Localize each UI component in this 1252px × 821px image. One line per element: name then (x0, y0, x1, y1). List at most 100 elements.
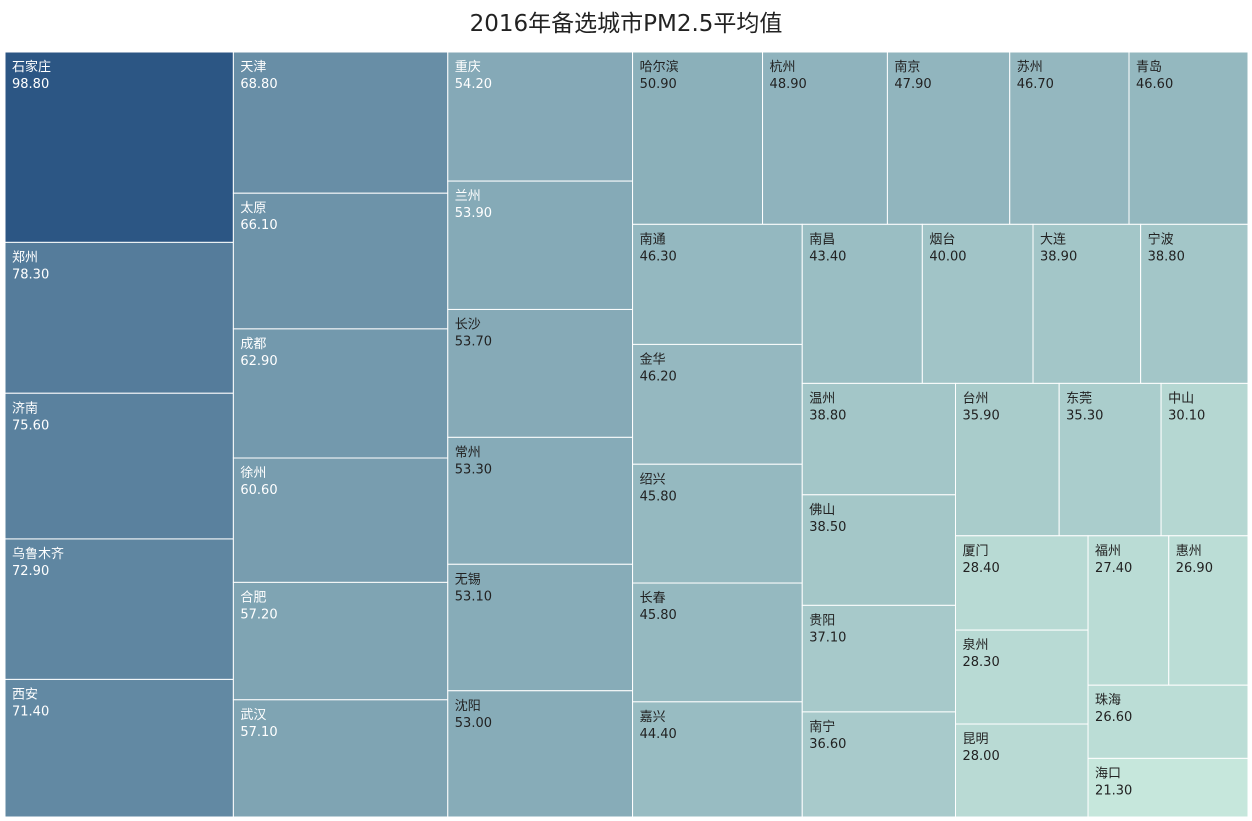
treemap-rect (232, 457, 449, 583)
cell-name-label: 昆明 (963, 732, 989, 747)
cell-value-label: 53.90 (455, 206, 492, 221)
treemap-cell: 厦门 28.40 (955, 535, 1089, 631)
cell-value-label: 38.50 (809, 520, 846, 535)
treemap-cell: 合肥 57.20 (232, 581, 449, 701)
cell-value-label: 71.40 (12, 704, 49, 719)
treemap-cell: 南昌 43.40 (801, 223, 923, 384)
cell-name-label: 济南 (12, 400, 38, 416)
cell-name-label: 南昌 (809, 231, 835, 247)
cell-value-label: 78.30 (12, 267, 49, 282)
cell-name-label: 大连 (1040, 231, 1066, 247)
treemap-cell: 中山 30.10 (1160, 382, 1249, 537)
treemap-cell: 嘉兴 44.40 (632, 701, 803, 818)
treemap-rect (4, 392, 234, 540)
treemap-rect (1087, 535, 1170, 686)
cell-name-label: 金华 (640, 351, 666, 367)
cell-name-label: 天津 (240, 60, 266, 75)
cell-name-label: 杭州 (770, 60, 796, 75)
cell-name-label: 宁波 (1148, 231, 1174, 247)
cell-value-label: 53.10 (455, 589, 492, 604)
treemap-rect (447, 563, 634, 692)
cell-value-label: 98.80 (12, 77, 49, 92)
cell-name-label: 无锡 (455, 572, 481, 587)
cell-value-label: 28.40 (963, 561, 1000, 576)
cell-value-label: 53.00 (455, 716, 492, 731)
treemap-cell: 烟台 40.00 (921, 223, 1034, 384)
cell-name-label: 哈尔滨 (640, 59, 679, 75)
treemap-cell: 武汉 57.10 (232, 699, 449, 818)
cell-value-label: 26.60 (1095, 710, 1132, 725)
cell-name-label: 长春 (640, 591, 666, 606)
cell-name-label: 贵阳 (809, 613, 835, 628)
treemap-rect (955, 382, 1060, 537)
treemap-cell: 珠海 26.60 (1087, 684, 1249, 759)
treemap-cell: 兰州 53.90 (447, 180, 634, 310)
treemap-cell: 天津 68.80 (232, 51, 449, 194)
cell-name-label: 海口 (1095, 766, 1121, 781)
treemap-rect (447, 180, 634, 310)
cell-name-label: 绍兴 (640, 472, 666, 487)
cell-name-label: 西安 (12, 687, 38, 702)
cell-value-label: 26.90 (1176, 561, 1213, 576)
cell-value-label: 47.90 (894, 77, 931, 92)
treemap-rect (955, 723, 1089, 818)
cell-value-label: 21.30 (1095, 783, 1132, 798)
treemap-cell: 南京 47.90 (886, 51, 1011, 225)
treemap-rect (632, 463, 803, 584)
treemap-rect (232, 192, 449, 330)
treemap-rect (4, 678, 234, 818)
cell-name-label: 惠州 (1176, 544, 1202, 559)
treemap-rect (447, 436, 634, 565)
treemap-rect (801, 604, 956, 713)
cell-name-label: 石家庄 (12, 59, 51, 75)
treemap-cell: 大连 38.90 (1032, 223, 1142, 384)
chart-title: 2016年备选城市PM2.5平均值 (470, 11, 783, 37)
cell-value-label: 72.90 (12, 564, 49, 579)
cell-value-label: 46.30 (640, 249, 677, 264)
cell-value-label: 40.00 (929, 249, 966, 264)
treemap-rect (632, 51, 764, 225)
cell-value-label: 35.90 (963, 408, 1000, 423)
cell-value-label: 54.20 (455, 77, 492, 92)
treemap-cell: 郑州 78.30 (4, 241, 234, 394)
cell-value-label: 57.10 (240, 725, 277, 740)
treemap-cell: 重庆 54.20 (447, 51, 634, 182)
cell-name-label: 常州 (455, 445, 481, 460)
treemap-rect (1128, 51, 1249, 225)
treemap-cell: 哈尔滨 50.90 (632, 51, 764, 225)
cell-value-label: 37.10 (809, 630, 846, 645)
treemap-cell: 苏州 46.70 (1009, 51, 1130, 225)
cell-value-label: 53.30 (455, 462, 492, 477)
cell-name-label: 乌鲁木齐 (12, 546, 64, 562)
treemap-cell: 常州 53.30 (447, 436, 634, 565)
treemap-rect (232, 328, 449, 459)
treemap-cell: 长沙 53.70 (447, 308, 634, 438)
treemap-cell: 南宁 36.60 (801, 711, 956, 818)
cell-value-label: 27.40 (1095, 561, 1132, 576)
cell-value-label: 38.80 (809, 408, 846, 423)
cell-value-label: 66.10 (240, 218, 277, 233)
cell-name-label: 东莞 (1066, 391, 1092, 406)
cell-value-label: 46.20 (640, 369, 677, 384)
treemap-cell: 成都 62.90 (232, 328, 449, 459)
treemap-rect (632, 343, 803, 465)
cell-value-label: 44.40 (640, 727, 677, 742)
treemap-cell: 海口 21.30 (1087, 757, 1249, 818)
treemap-cell: 温州 38.80 (801, 382, 956, 496)
treemap-rect (232, 581, 449, 701)
treemap-cell: 太原 66.10 (232, 192, 449, 330)
treemap-cell: 西安 71.40 (4, 678, 234, 818)
cell-name-label: 重庆 (455, 59, 481, 75)
treemap-cells: 石家庄 98.80 郑州 78.30 济南 75.60 乌鲁木齐 72.90 西安 71.40 天津… (4, 51, 1249, 818)
treemap-cell: 长春 45.80 (632, 582, 803, 703)
cell-value-label: 68.80 (240, 77, 277, 92)
treemap-rect (4, 241, 234, 394)
treemap-rect (1087, 757, 1249, 818)
cell-name-label: 合肥 (240, 590, 266, 605)
treemap-rect (4, 538, 234, 680)
treemap-rect (801, 711, 956, 818)
cell-name-label: 太原 (240, 201, 266, 216)
cell-value-label: 36.60 (809, 737, 846, 752)
cell-value-label: 48.90 (770, 77, 807, 92)
